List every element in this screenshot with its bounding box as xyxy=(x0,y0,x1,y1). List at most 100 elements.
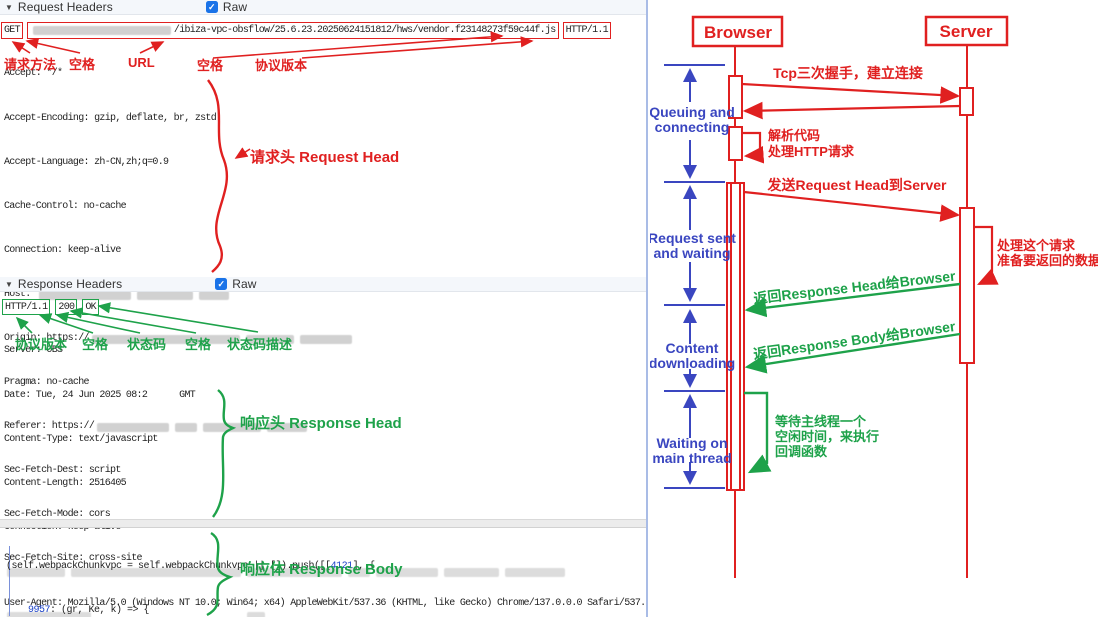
collapse-triangle-icon[interactable]: ▼ xyxy=(5,2,13,12)
annotation-response-body: 响应体 Response Body xyxy=(240,561,403,578)
annotation-space-2: 空格 xyxy=(197,58,224,73)
status-version-box: HTTP/1.1 xyxy=(2,299,51,315)
redacted-value xyxy=(267,423,308,432)
phase-request-line1: Request sent xyxy=(650,230,736,246)
collapse-triangle-icon[interactable]: ▼ xyxy=(5,279,13,289)
redacted-value xyxy=(71,567,241,577)
redacted-value xyxy=(245,334,294,344)
request-headers-title: Request Headers xyxy=(17,0,113,14)
phase-waiting-line1: Waiting on xyxy=(656,435,727,451)
redacted-value xyxy=(7,611,91,617)
green-message-arrows xyxy=(744,282,961,474)
redacted-value xyxy=(91,334,240,344)
request-method-box: GET xyxy=(1,22,23,39)
code-line: (self.webpackChunkvpc = self.webpackChun… xyxy=(6,561,375,573)
header-line: Accept-Encoding: gzip, deflate, br, zstd xyxy=(4,112,217,124)
header-line: Sec-Fetch-Mode: cors xyxy=(4,509,111,521)
raw-checkbox[interactable]: ✓ xyxy=(215,278,228,290)
redacted-value xyxy=(198,290,229,300)
header-line: Date: Tue, 24 Jun 2025 08:2 GMT xyxy=(4,389,196,401)
tcp-handshake-label: Tcp三次握手，建立连接 xyxy=(773,65,923,81)
header-line: Sec-Fetch-Site: cross-site xyxy=(4,553,143,565)
redacted-value xyxy=(136,290,193,300)
phase-queuing-line2: connecting xyxy=(655,119,730,135)
redacted-value xyxy=(376,567,438,577)
section-separator xyxy=(0,519,646,528)
phase-download-line2: downloading xyxy=(650,355,735,371)
wait-main-thread-line3: 回调函数 xyxy=(775,444,828,459)
code-indent-guide xyxy=(9,546,10,616)
red-message-arrows xyxy=(741,82,999,285)
redacted-value xyxy=(247,611,265,617)
header-line: Sec-Fetch-Dest: script xyxy=(4,465,121,477)
annotation-space-1: 空格 xyxy=(69,57,96,72)
redacted-value xyxy=(348,567,370,577)
server-label: Server xyxy=(940,22,993,41)
redacted-value xyxy=(175,423,198,432)
request-url-box: /ibiza-vpc-obsflow/25.6.23.2025062415181… xyxy=(26,22,559,39)
redacted-value xyxy=(247,567,342,577)
phase-brackets xyxy=(664,64,725,489)
request-headers-section-bar[interactable]: ▼ Request Headers ✓ Raw xyxy=(0,0,646,15)
code-line: 9957: (gr, Ke, k) => { xyxy=(28,604,150,616)
redacted-line xyxy=(4,609,568,617)
response-body-code: (self.webpackChunkvpc = self.webpackChun… xyxy=(6,531,375,617)
handle-http-label: 处理HTTP请求 xyxy=(767,144,855,159)
raw-checkbox-label: Raw xyxy=(222,0,248,14)
status-text-box: OK xyxy=(82,299,99,315)
wait-main-thread-line1: 等待主线程一个 xyxy=(774,414,867,429)
phase-download-line1: Content xyxy=(666,340,719,356)
request-url-text: /ibiza-vpc-obsflow/25.6.23.2025062415181… xyxy=(173,25,556,36)
red-message-labels: Tcp三次握手，建立连接 解析代码 处理HTTP请求 发送Request Hea… xyxy=(767,65,1098,268)
annotation-url: URL xyxy=(128,55,155,70)
annotation-status-text: 状态码描述 xyxy=(227,337,293,352)
annotation-request-head: 请求头 Request Head xyxy=(250,149,400,166)
response-headers-title: Response Headers xyxy=(17,277,123,291)
redacted-value xyxy=(97,423,170,432)
header-line: Cache-Control: no-cache xyxy=(4,200,127,212)
redacted-value xyxy=(505,567,565,577)
phase-labels: Queuing and connecting Request sent and … xyxy=(648,104,736,466)
actor-boxes: Browser Server xyxy=(691,15,1009,48)
annotation-status-code: 状态码 xyxy=(127,337,167,352)
network-headers-panel: ▼ Request Headers ✓ Raw GET /ibiza-vpc-o… xyxy=(0,0,648,617)
header-line: Host: xyxy=(4,288,646,303)
redacted-host xyxy=(32,26,171,35)
request-line: GET /ibiza-vpc-obsflow/25.6.23.202506241… xyxy=(1,22,611,39)
status-line: HTTP/1.1 200 OK xyxy=(2,299,99,315)
phase-queuing-line1: Queuing and xyxy=(650,104,735,120)
annotation-response-head: 响应头 Response Head xyxy=(240,415,402,432)
prepare-data-label: 准备要返回的数据 xyxy=(997,253,1098,268)
annotation-request-method: 请求方法 xyxy=(4,57,57,72)
raw-checkbox-label: Raw xyxy=(232,277,257,291)
redacted-value xyxy=(444,567,499,577)
status-code-box: 200 xyxy=(55,299,78,315)
wait-main-thread-line2: 空闲时间，来执行 xyxy=(775,429,879,444)
header-line: Connection: keep-alive xyxy=(4,244,121,256)
process-request-label: 处理这个请求 xyxy=(996,238,1076,253)
redacted-value xyxy=(38,290,131,300)
phase-request-line2: and waiting xyxy=(654,245,731,261)
raw-checkbox[interactable]: ✓ xyxy=(205,1,218,13)
parse-code-label: 解析代码 xyxy=(767,128,820,143)
annotation-resp-protocol: 协议版本 xyxy=(15,337,68,352)
redacted-line xyxy=(4,565,568,580)
annotation-resp-space-2: 空格 xyxy=(185,337,212,352)
header-line: Content-Length: 2516405 xyxy=(4,477,127,489)
response-headers-section-bar[interactable]: ▼ Response Headers ✓ Raw xyxy=(0,277,646,292)
redacted-value xyxy=(299,334,352,344)
header-line: Server: OBS xyxy=(4,345,63,357)
sequence-diagram: Browser Server xyxy=(648,0,1098,617)
header-line: Accept: */* xyxy=(4,68,63,80)
header-line: Accept-Language: zh-CN,zh;q=0.9 xyxy=(4,156,169,168)
annotation-resp-space-1: 空格 xyxy=(82,337,109,352)
header-line: Content-Type: text/javascript xyxy=(4,433,158,445)
lifelines xyxy=(734,45,968,578)
browser-label: Browser xyxy=(704,23,772,42)
header-line: Origin: https:// xyxy=(4,332,646,347)
header-line: Pragma: no-cache xyxy=(4,377,90,389)
sequence-diagram-svg: Browser Server xyxy=(648,15,1098,578)
redacted-value xyxy=(7,567,65,577)
activation-boxes xyxy=(726,75,975,491)
